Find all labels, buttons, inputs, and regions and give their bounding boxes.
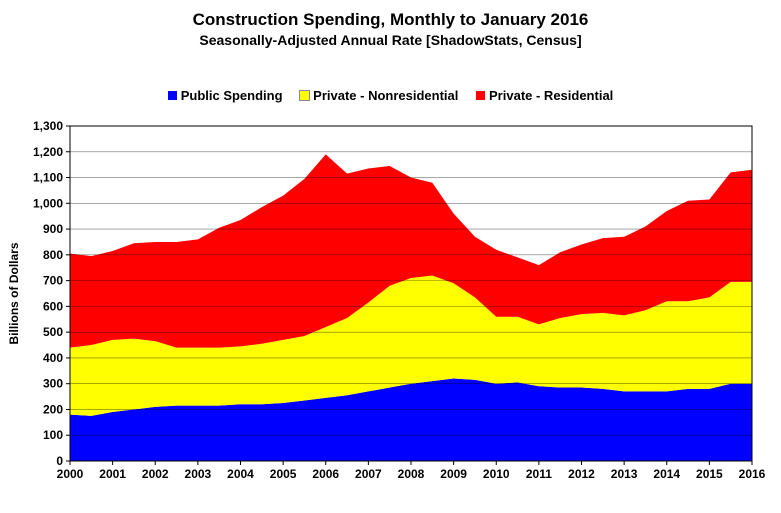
- legend: Public Spending Private - Nonresidential…: [0, 88, 781, 103]
- chart-title: Construction Spending, Monthly to Januar…: [192, 10, 589, 29]
- y-tick-label: 1,100: [33, 171, 63, 185]
- y-tick-label: 400: [43, 351, 63, 365]
- x-tick-label: 2001: [99, 467, 126, 481]
- x-tick-label: 2000: [57, 467, 84, 481]
- y-axis-label: Billions of Dollars: [7, 242, 21, 344]
- y-tick-label: 800: [43, 248, 63, 262]
- area-public-spending: [70, 378, 752, 461]
- area-private-residential: [70, 154, 752, 348]
- x-tick-label: 2016: [739, 467, 766, 481]
- legend-label-residential: Private - Residential: [489, 88, 614, 103]
- y-tick-label: 900: [43, 222, 63, 236]
- x-tick-label: 2009: [440, 467, 467, 481]
- y-tick-label: 1,000: [33, 196, 63, 210]
- x-tick-label: 2015: [696, 467, 723, 481]
- legend-label-nonresidential: Private - Nonresidential: [313, 88, 459, 103]
- legend-item-public: Public Spending: [167, 88, 283, 103]
- y-tick-label: 1,200: [33, 145, 63, 159]
- y-tick-label: 300: [43, 377, 63, 391]
- area-private-nonresidential: [70, 275, 752, 416]
- x-tick-label: 2012: [568, 467, 595, 481]
- y-tick-label: 500: [43, 325, 63, 339]
- chart-subtitle: Seasonally-Adjusted Annual Rate [ShadowS…: [199, 32, 582, 48]
- x-tick-label: 2005: [270, 467, 297, 481]
- x-tick-label: 2003: [185, 467, 212, 481]
- legend-item-nonresidential: Private - Nonresidential: [299, 88, 459, 103]
- x-tick-label: 2006: [312, 467, 339, 481]
- x-tick-label: 2013: [611, 467, 638, 481]
- x-tick-label: 2010: [483, 467, 510, 481]
- x-tick-label: 2011: [526, 467, 552, 481]
- legend-label-public: Public Spending: [180, 88, 283, 103]
- legend-swatch-nonresidential: [299, 90, 311, 101]
- x-tick-label: 2008: [398, 467, 425, 481]
- y-tick-label: 200: [43, 402, 63, 416]
- y-tick-label: 700: [43, 274, 63, 288]
- y-tick-label: 600: [43, 299, 63, 313]
- x-tick-label: 2004: [227, 467, 254, 481]
- x-tick-label: 2014: [653, 467, 680, 481]
- x-tick-label: 2002: [142, 467, 169, 481]
- y-tick-label: 100: [43, 428, 63, 442]
- x-tick-label: 2007: [355, 467, 382, 481]
- legend-swatch-public: [167, 91, 177, 100]
- legend-item-residential: Private - Residential: [476, 88, 613, 103]
- y-tick-label: 1,300: [33, 119, 63, 133]
- legend-swatch-residential: [476, 91, 486, 100]
- y-tick-label: 0: [56, 454, 63, 468]
